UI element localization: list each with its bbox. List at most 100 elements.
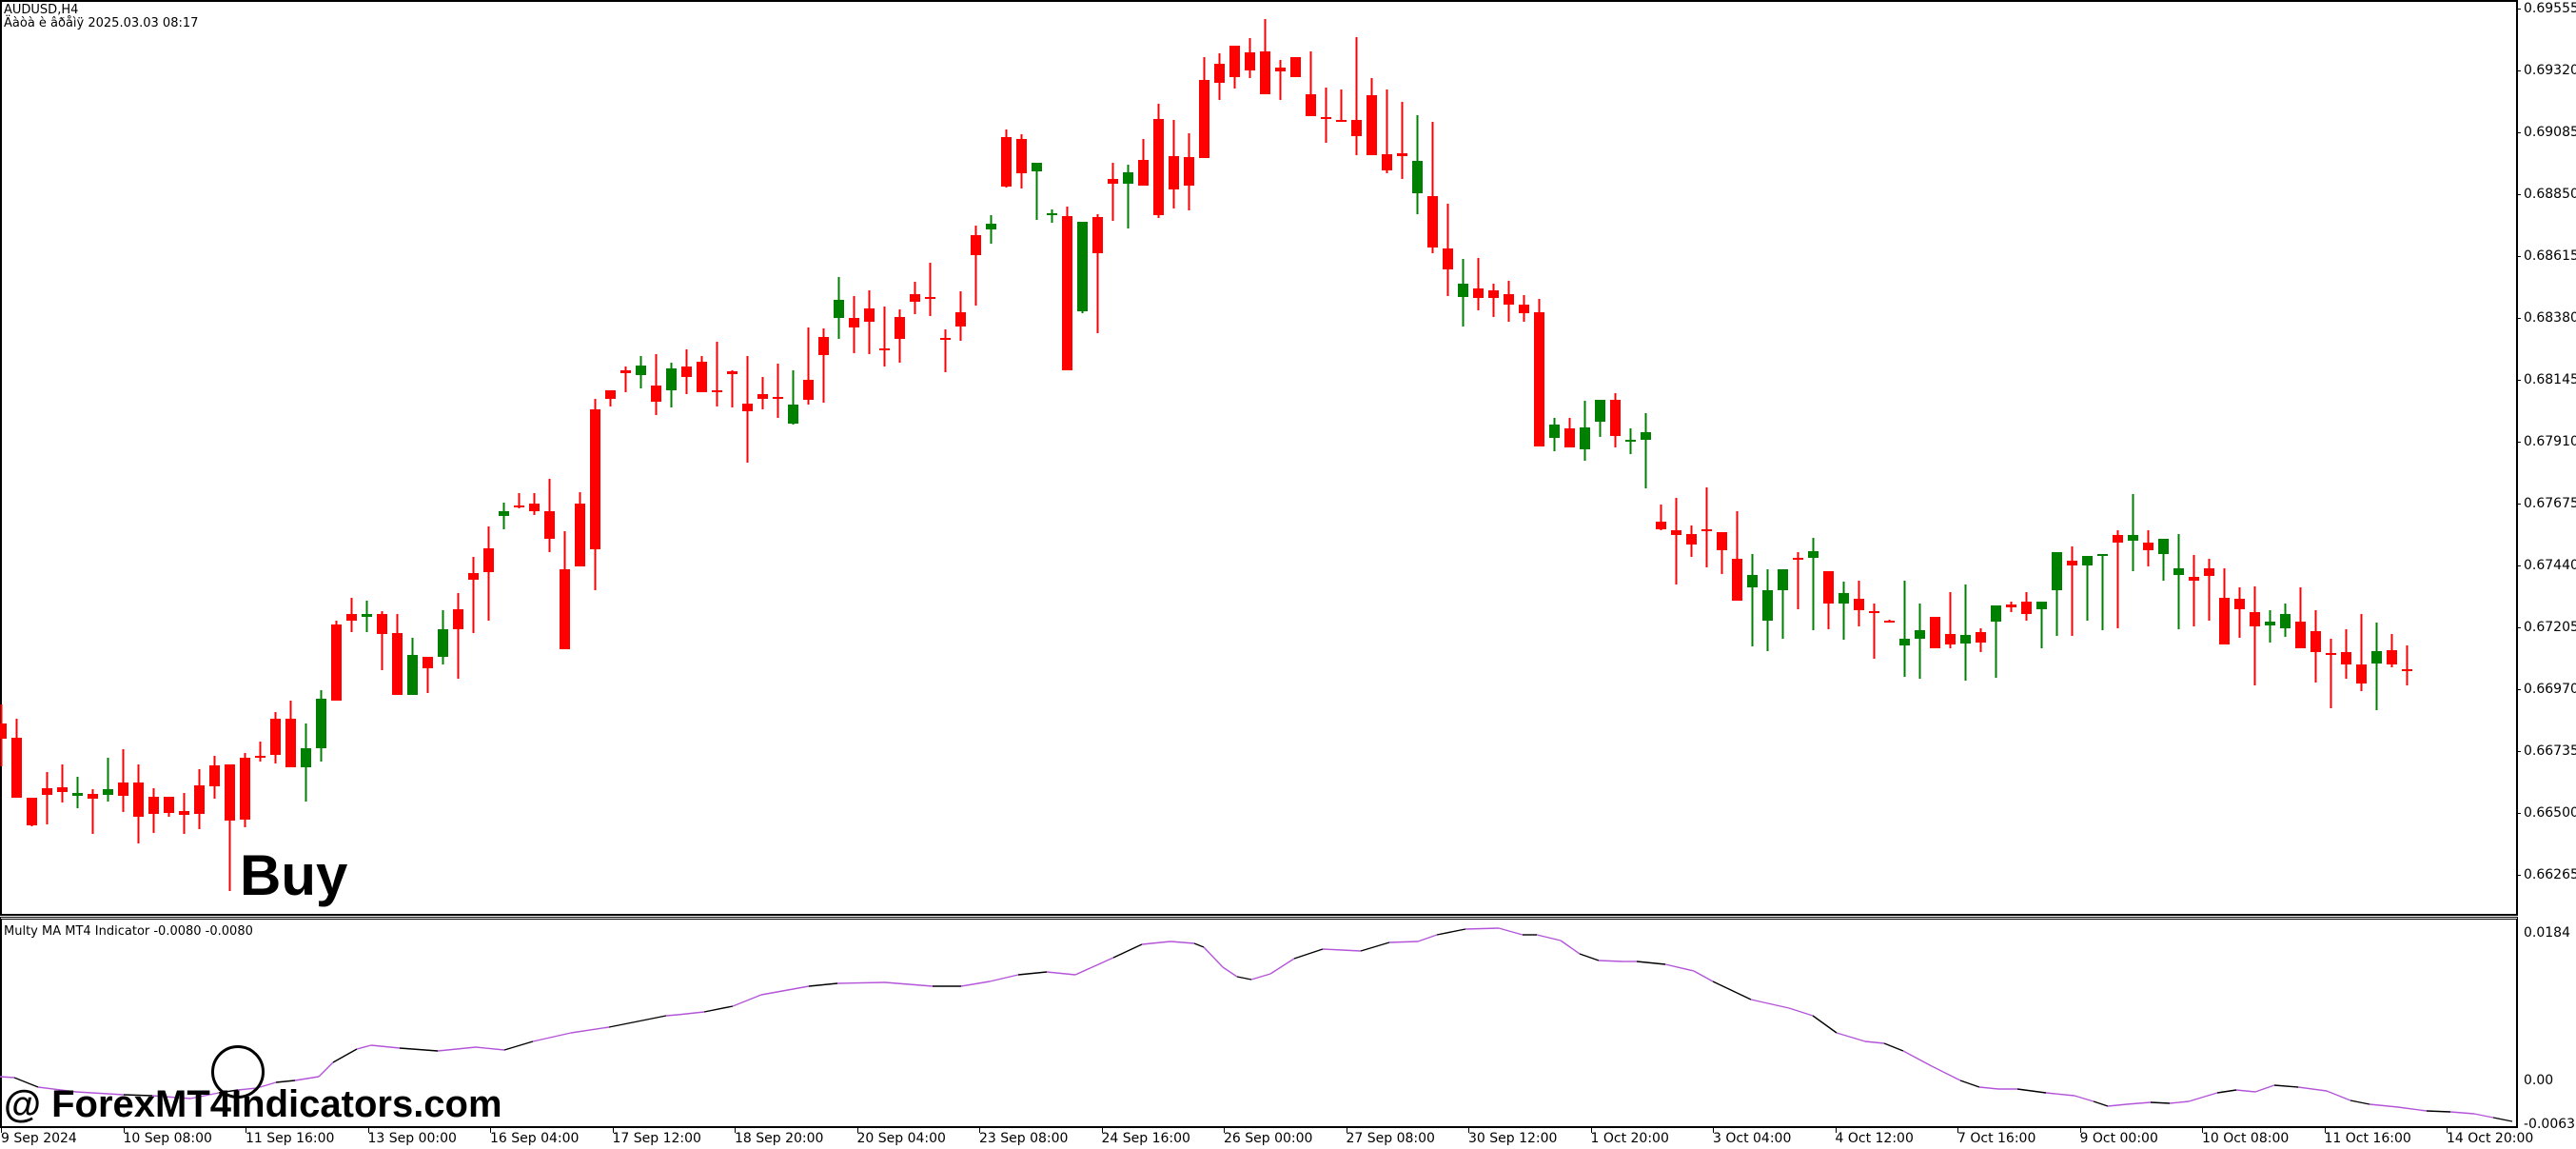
candle-body [1717,532,1727,550]
indicator-title: Multy MA MT4 Indicator -0.0080 -0.0080 [4,924,253,939]
indicator-line [0,927,2513,1122]
candle-body [849,318,859,327]
price-tick [2516,132,2521,133]
candle-body [1504,294,1514,305]
candle-body [910,294,920,302]
price-tick [2516,442,2521,443]
time-tick [1101,1128,1103,1133]
symbol-title: AUDUSD,H4 [4,3,79,17]
candle-body [2219,598,2230,644]
candle-body [2173,568,2184,575]
candle-body [27,798,37,825]
time-tick [1590,1128,1592,1133]
price-tick [2516,9,2521,10]
indicator-axis-label: 0.00 [2524,1073,2554,1088]
candle-body [11,738,22,798]
price-chart-pane[interactable]: AUDUSD,H4 Äàòà è âðåìÿ 2025.03.03 08:17 [0,0,2518,916]
time-label: 7 Oct 16:00 [1957,1131,2036,1146]
candle-body [757,394,768,399]
price-tick [2516,318,2521,319]
time-label: 24 Sep 16:00 [1101,1131,1190,1146]
candle-body [1945,634,1956,644]
candle-body [1564,428,1575,447]
time-tick [1,1128,2,1133]
candle-body [1641,432,1651,440]
candle-body [636,366,646,375]
candle-body [1778,569,1788,590]
candle-body [2387,650,2397,664]
candle-body [1092,217,1103,253]
price-label: 0.69320 [2524,63,2576,78]
time-label: 11 Sep 16:00 [246,1131,335,1146]
candle-body [1427,196,1438,248]
candle-body [818,337,829,355]
time-tick [1835,1128,1837,1133]
candle-body [2402,669,2412,671]
time-label: 16 Sep 04:00 [490,1131,580,1146]
candle-body [955,312,966,327]
candle-body [1625,440,1636,442]
candle-body [2356,664,2367,683]
time-tick [1713,1128,1714,1133]
candle-body [1595,400,1605,422]
time-tick [856,1128,858,1133]
candle-body [1275,68,1286,71]
candle-body [1686,534,1697,545]
price-tick [2516,70,2521,71]
time-label: 20 Sep 04:00 [856,1131,946,1146]
candle-body [1610,400,1621,436]
candle-body [57,787,68,792]
candle-body [2326,653,2336,655]
time-tick [367,1128,369,1133]
candle-body [651,386,661,402]
candle-body [1062,216,1072,370]
indicator-pane[interactable]: Multy MA MT4 Indicator -0.0080 -0.0080 [0,917,2518,1128]
candle-body [2204,568,2214,576]
candle-body [1016,139,1027,173]
time-tick [123,1128,125,1133]
time-label: 27 Sep 08:00 [1346,1131,1435,1146]
candle-body [1854,599,1864,610]
candle-body [1580,427,1590,449]
time-tick [612,1128,614,1133]
time-tick [490,1128,491,1133]
candle-body [514,505,524,507]
candle-body [301,748,311,767]
price-label: 0.68380 [2524,310,2576,326]
candle-body [1306,94,1316,116]
candle-body [864,308,875,322]
candle-body [209,765,220,786]
candle-body [2189,577,2199,581]
candle-body [1153,119,1164,215]
candle-body [727,371,737,374]
indicator-axis-label: -0.0063 [2524,1117,2576,1132]
candle-body [2158,539,2169,554]
candle-body [1032,163,1042,171]
candle-body [697,362,707,392]
buy-signal-label: Buy [240,843,348,907]
candle-body [1762,590,1773,621]
candle-body [1214,64,1225,83]
candle-body [392,633,403,695]
candle-body [499,511,509,516]
candle-body [118,783,128,796]
time-label: 3 Oct 04:00 [1713,1131,1792,1146]
price-tick [2516,751,2521,752]
candle-body [1108,179,1118,184]
price-tick [2516,689,2521,690]
candle-body [1671,530,1681,535]
candle-body [1930,617,1940,648]
candle-body [1290,57,1301,77]
price-label: 0.67910 [2524,434,2576,449]
time-label: 17 Sep 12:00 [612,1131,701,1146]
candle-body [2082,556,2093,565]
candle-body [1808,551,1819,558]
watermark-text: @ ForexMT4Indicators.com [4,1083,502,1125]
candle-body [2113,535,2123,543]
price-label: 0.66265 [2524,867,2576,882]
candle-body [788,405,798,424]
candle-body [834,300,844,318]
candle-body [1747,575,1758,587]
candle-body [2067,561,2077,565]
